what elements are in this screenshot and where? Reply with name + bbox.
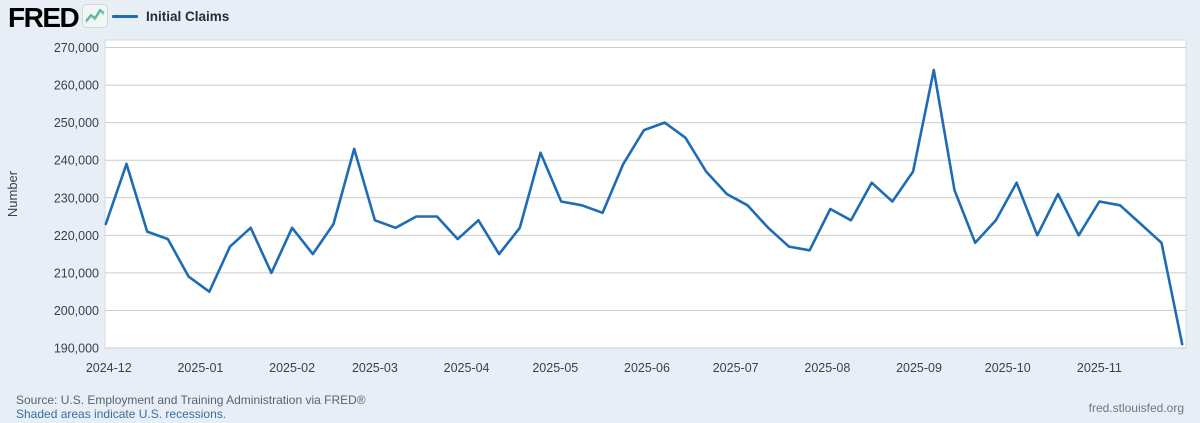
y-tick-label: 190,000 <box>54 342 99 356</box>
x-tick-label: 2025-10 <box>985 361 1031 375</box>
y-tick-label: 250,000 <box>54 116 99 130</box>
y-tick-label: 240,000 <box>54 154 99 168</box>
y-tick-label: 260,000 <box>54 79 99 93</box>
x-tick-label: 2025-04 <box>444 361 490 375</box>
y-tick-label: 200,000 <box>54 304 99 318</box>
x-tick-label: 2025-08 <box>804 361 850 375</box>
legend-line-swatch <box>112 15 138 18</box>
source-attribution: Source: U.S. Employment and Training Adm… <box>16 393 366 407</box>
y-tick-label: 270,000 <box>54 41 99 55</box>
x-tick-label: 2025-02 <box>269 361 315 375</box>
x-tick-label: 2025-06 <box>624 361 670 375</box>
x-tick-label: 2025-09 <box>896 361 942 375</box>
y-tick-label: 220,000 <box>54 229 99 243</box>
fred-logo-sparkline-icon <box>82 4 109 33</box>
legend-series-label: Initial Claims <box>146 9 230 24</box>
x-tick-label: 2024-12 <box>86 361 132 375</box>
chart-line-initial-claims[interactable] <box>104 68 1184 346</box>
fred-logo-text: FRED <box>8 1 80 33</box>
fred-logo[interactable]: FRED <box>8 1 109 33</box>
x-tick-label: 2025-03 <box>352 361 398 375</box>
fred-site-link[interactable]: fred.stlouisfed.org <box>1088 401 1184 415</box>
plot-area <box>104 39 1187 349</box>
chart-legend[interactable]: Initial Claims <box>112 9 229 24</box>
x-tick-label: 2025-01 <box>177 361 223 375</box>
y-axis-title: Number <box>5 170 20 217</box>
y-tick-label: 210,000 <box>54 266 99 280</box>
x-tick-label: 2025-05 <box>532 361 578 375</box>
y-tick-label: 230,000 <box>54 191 99 205</box>
x-tick-label: 2025-11 <box>1077 361 1122 375</box>
recession-note-link[interactable]: Shaded areas indicate U.S. recessions. <box>16 407 227 421</box>
x-tick-label: 2025-07 <box>713 361 759 375</box>
